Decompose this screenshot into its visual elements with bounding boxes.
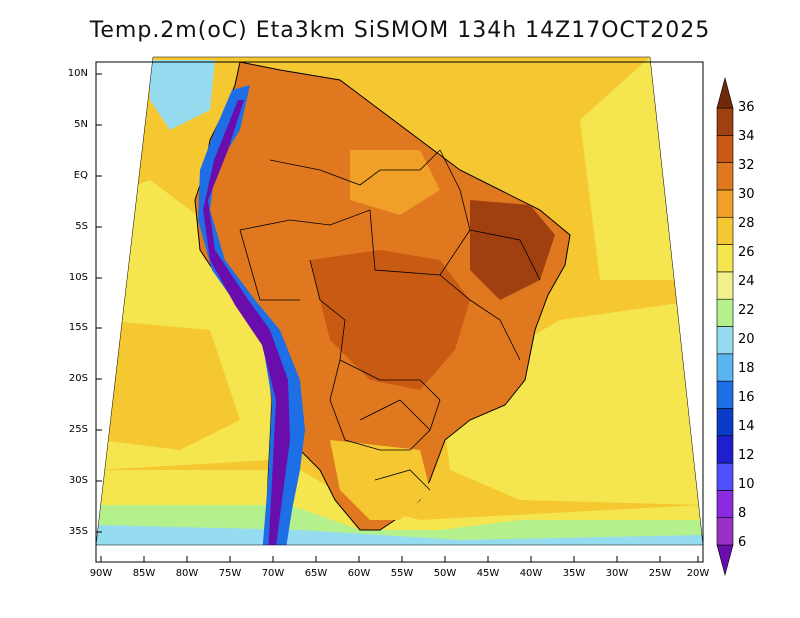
lat-label-eq: EQ <box>73 170 88 181</box>
colorbar-swatch <box>716 216 734 245</box>
lon-label-35w: 35W <box>562 568 586 579</box>
colorbar-swatch <box>716 135 734 163</box>
colorbar-label-30: 30 <box>738 187 755 202</box>
lon-label-90w: 90W <box>89 568 113 579</box>
colorbar-arrow-low <box>716 544 734 577</box>
map-title: Temp.2m(oC) Eta3km SiSMOM 134h 14Z17OCT2… <box>89 18 711 43</box>
lon-label-45w: 45W <box>476 568 500 579</box>
lat-label-5s: 5S <box>75 221 88 232</box>
colorbar-swatch <box>716 298 734 327</box>
colorbar-arrow-high <box>716 76 734 109</box>
plot-frame <box>95 61 704 563</box>
lon-label-40w: 40W <box>519 568 543 579</box>
lat-label-10s: 10S <box>68 272 88 283</box>
pacific-cold-patch <box>150 60 215 130</box>
colorbar-label-22: 22 <box>738 303 755 318</box>
colorbar-swatch <box>716 162 734 191</box>
warm-north <box>350 150 440 215</box>
colorbar-swatch <box>716 326 734 355</box>
colorbar-swatch <box>716 435 734 464</box>
lon-label-50w: 50W <box>433 568 457 579</box>
colorbar-label-16: 16 <box>738 390 755 405</box>
colorbar-swatch <box>716 490 734 518</box>
lon-ticks <box>100 556 699 562</box>
lat-label-10n: 10N <box>67 68 88 79</box>
lon-label-80w: 80W <box>175 568 199 579</box>
colorbar-swatch <box>716 462 734 491</box>
colorbar-label-34: 34 <box>738 129 755 144</box>
colorbar-swatch <box>716 271 734 300</box>
colorbar-label-10: 10 <box>738 477 755 492</box>
temperature-field <box>96 57 703 545</box>
lat-label-25s: 25S <box>68 424 88 435</box>
colorbar-label-8: 8 <box>738 506 747 521</box>
colorbar-swatch <box>716 408 734 437</box>
colorbar-label-6: 6 <box>738 535 747 550</box>
lat-label-15s: 15S <box>68 322 88 333</box>
lon-label-75w: 75W <box>218 568 242 579</box>
hot-northeast <box>470 200 555 300</box>
colorbar-swatch <box>716 244 734 273</box>
atlantic-mild <box>440 300 703 505</box>
southern-land <box>330 440 430 520</box>
lat-ticks <box>96 73 102 533</box>
lon-label-70w: 70W <box>261 568 285 579</box>
hot-interior <box>310 250 470 390</box>
colorbar-label-24: 24 <box>738 274 755 289</box>
colorbar-swatch <box>716 353 734 382</box>
colorbar-label-36: 36 <box>738 100 755 115</box>
atlantic-north-mild <box>580 57 680 280</box>
colorbar-label-18: 18 <box>738 361 755 376</box>
pacific-warm-patch <box>100 320 240 450</box>
country-borders <box>239 149 541 491</box>
lon-label-20w: 20W <box>686 568 710 579</box>
lon-label-30w: 30W <box>605 568 629 579</box>
colorbar-swatch <box>716 107 734 136</box>
colorbar-swatch <box>716 380 734 409</box>
colorbar-label-32: 32 <box>738 158 755 173</box>
colorbar-swatch <box>716 517 734 546</box>
lon-label-25w: 25W <box>648 568 672 579</box>
lon-label-60w: 60W <box>347 568 371 579</box>
colorbar-label-20: 20 <box>738 332 755 347</box>
colorbar-label-14: 14 <box>738 419 755 434</box>
colorbar <box>716 76 734 577</box>
lon-label-65w: 65W <box>304 568 328 579</box>
lon-label-85w: 85W <box>132 568 156 579</box>
colorbar-label-12: 12 <box>738 448 755 463</box>
colorbar-label-26: 26 <box>738 245 755 260</box>
south-cold-band <box>96 525 703 545</box>
colorbar-swatch <box>716 189 734 218</box>
lat-label-35s: 35S <box>68 526 88 537</box>
lat-label-5n: 5N <box>74 119 88 130</box>
lon-label-55w: 55W <box>390 568 414 579</box>
colorbar-label-28: 28 <box>738 216 755 231</box>
lat-label-20s: 20S <box>68 373 88 384</box>
lat-label-30s: 30S <box>68 475 88 486</box>
